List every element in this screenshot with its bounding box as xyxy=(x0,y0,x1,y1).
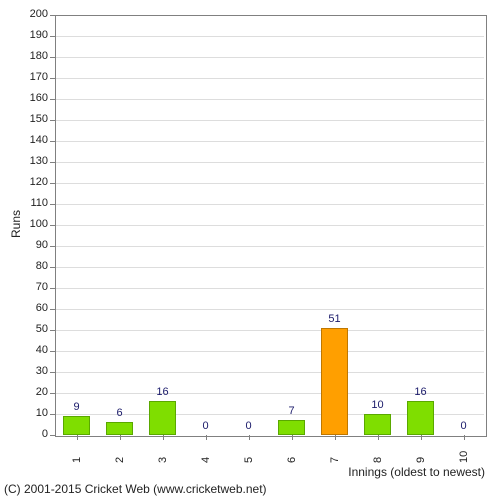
bar xyxy=(278,420,305,435)
y-tick-mark xyxy=(50,330,55,331)
grid-line xyxy=(56,309,484,310)
y-tick-label: 0 xyxy=(20,428,48,440)
grid-line xyxy=(56,183,484,184)
grid-line xyxy=(56,351,484,352)
y-tick-mark xyxy=(50,15,55,16)
x-tick-label: 3 xyxy=(157,447,169,463)
y-tick-label: 150 xyxy=(20,113,48,125)
y-tick-label: 130 xyxy=(20,155,48,167)
grid-line xyxy=(56,120,484,121)
bar-value-label: 7 xyxy=(272,405,312,417)
x-tick-mark xyxy=(378,435,379,440)
bar-value-label: 51 xyxy=(315,313,355,325)
x-tick-mark xyxy=(77,435,78,440)
x-tick-mark xyxy=(464,435,465,440)
x-tick-label: 6 xyxy=(286,447,298,463)
grid-line xyxy=(56,267,484,268)
y-tick-mark xyxy=(50,225,55,226)
y-tick-label: 30 xyxy=(20,365,48,377)
y-tick-mark xyxy=(50,120,55,121)
y-tick-label: 20 xyxy=(20,386,48,398)
bar xyxy=(407,401,434,435)
x-tick-label: 9 xyxy=(415,447,427,463)
y-tick-mark xyxy=(50,183,55,184)
x-tick-label: 2 xyxy=(114,447,126,463)
bar-value-label: 6 xyxy=(100,407,140,419)
x-tick-mark xyxy=(249,435,250,440)
bar xyxy=(321,328,348,435)
y-tick-label: 80 xyxy=(20,260,48,272)
bar-value-label: 0 xyxy=(229,420,269,432)
grid-line xyxy=(56,204,484,205)
y-tick-label: 120 xyxy=(20,176,48,188)
y-tick-mark xyxy=(50,435,55,436)
bar-value-label: 0 xyxy=(444,420,484,432)
bar-value-label: 0 xyxy=(186,420,226,432)
grid-line xyxy=(56,99,484,100)
x-tick-mark xyxy=(421,435,422,440)
x-tick-mark xyxy=(206,435,207,440)
y-tick-mark xyxy=(50,309,55,310)
grid-line xyxy=(56,162,484,163)
y-tick-label: 160 xyxy=(20,92,48,104)
y-tick-label: 140 xyxy=(20,134,48,146)
x-tick-label: 1 xyxy=(71,447,83,463)
x-tick-mark xyxy=(163,435,164,440)
bar-value-label: 16 xyxy=(143,386,183,398)
bar xyxy=(63,416,90,435)
x-axis-label: Innings (oldest to newest) xyxy=(348,465,485,479)
y-tick-mark xyxy=(50,288,55,289)
bar xyxy=(364,414,391,435)
y-tick-label: 100 xyxy=(20,218,48,230)
y-tick-label: 110 xyxy=(20,197,48,209)
y-tick-mark xyxy=(50,267,55,268)
y-tick-mark xyxy=(50,414,55,415)
x-tick-label: 8 xyxy=(372,447,384,463)
bar-value-label: 9 xyxy=(57,401,97,413)
x-tick-label: 4 xyxy=(200,447,212,463)
y-tick-label: 50 xyxy=(20,323,48,335)
y-tick-label: 190 xyxy=(20,29,48,41)
grid-line xyxy=(56,57,484,58)
x-tick-label: 5 xyxy=(243,447,255,463)
y-tick-label: 40 xyxy=(20,344,48,356)
grid-line xyxy=(56,246,484,247)
y-tick-mark xyxy=(50,246,55,247)
y-tick-mark xyxy=(50,36,55,37)
chart-container: Runs Innings (oldest to newest) 01020304… xyxy=(0,0,500,500)
y-tick-label: 10 xyxy=(20,407,48,419)
y-tick-label: 70 xyxy=(20,281,48,293)
y-tick-label: 90 xyxy=(20,239,48,251)
bar xyxy=(149,401,176,435)
x-tick-mark xyxy=(120,435,121,440)
footer-text: (C) 2001-2015 Cricket Web (www.cricketwe… xyxy=(4,482,267,496)
grid-line xyxy=(56,78,484,79)
y-tick-label: 200 xyxy=(20,8,48,20)
bar-value-label: 10 xyxy=(358,399,398,411)
grid-line xyxy=(56,36,484,37)
y-tick-mark xyxy=(50,393,55,394)
grid-line xyxy=(56,372,484,373)
y-tick-mark xyxy=(50,204,55,205)
y-tick-mark xyxy=(50,57,55,58)
x-tick-mark xyxy=(292,435,293,440)
y-tick-mark xyxy=(50,99,55,100)
y-tick-mark xyxy=(50,78,55,79)
y-tick-mark xyxy=(50,351,55,352)
y-tick-label: 180 xyxy=(20,50,48,62)
x-tick-mark xyxy=(335,435,336,440)
x-tick-label: 7 xyxy=(329,447,341,463)
y-tick-mark xyxy=(50,372,55,373)
grid-line xyxy=(56,330,484,331)
grid-line xyxy=(56,288,484,289)
x-tick-label: 10 xyxy=(458,447,470,463)
bar xyxy=(106,422,133,435)
y-tick-label: 170 xyxy=(20,71,48,83)
y-tick-label: 60 xyxy=(20,302,48,314)
y-tick-mark xyxy=(50,141,55,142)
grid-line xyxy=(56,225,484,226)
y-tick-mark xyxy=(50,162,55,163)
bar-value-label: 16 xyxy=(401,386,441,398)
grid-line xyxy=(56,141,484,142)
